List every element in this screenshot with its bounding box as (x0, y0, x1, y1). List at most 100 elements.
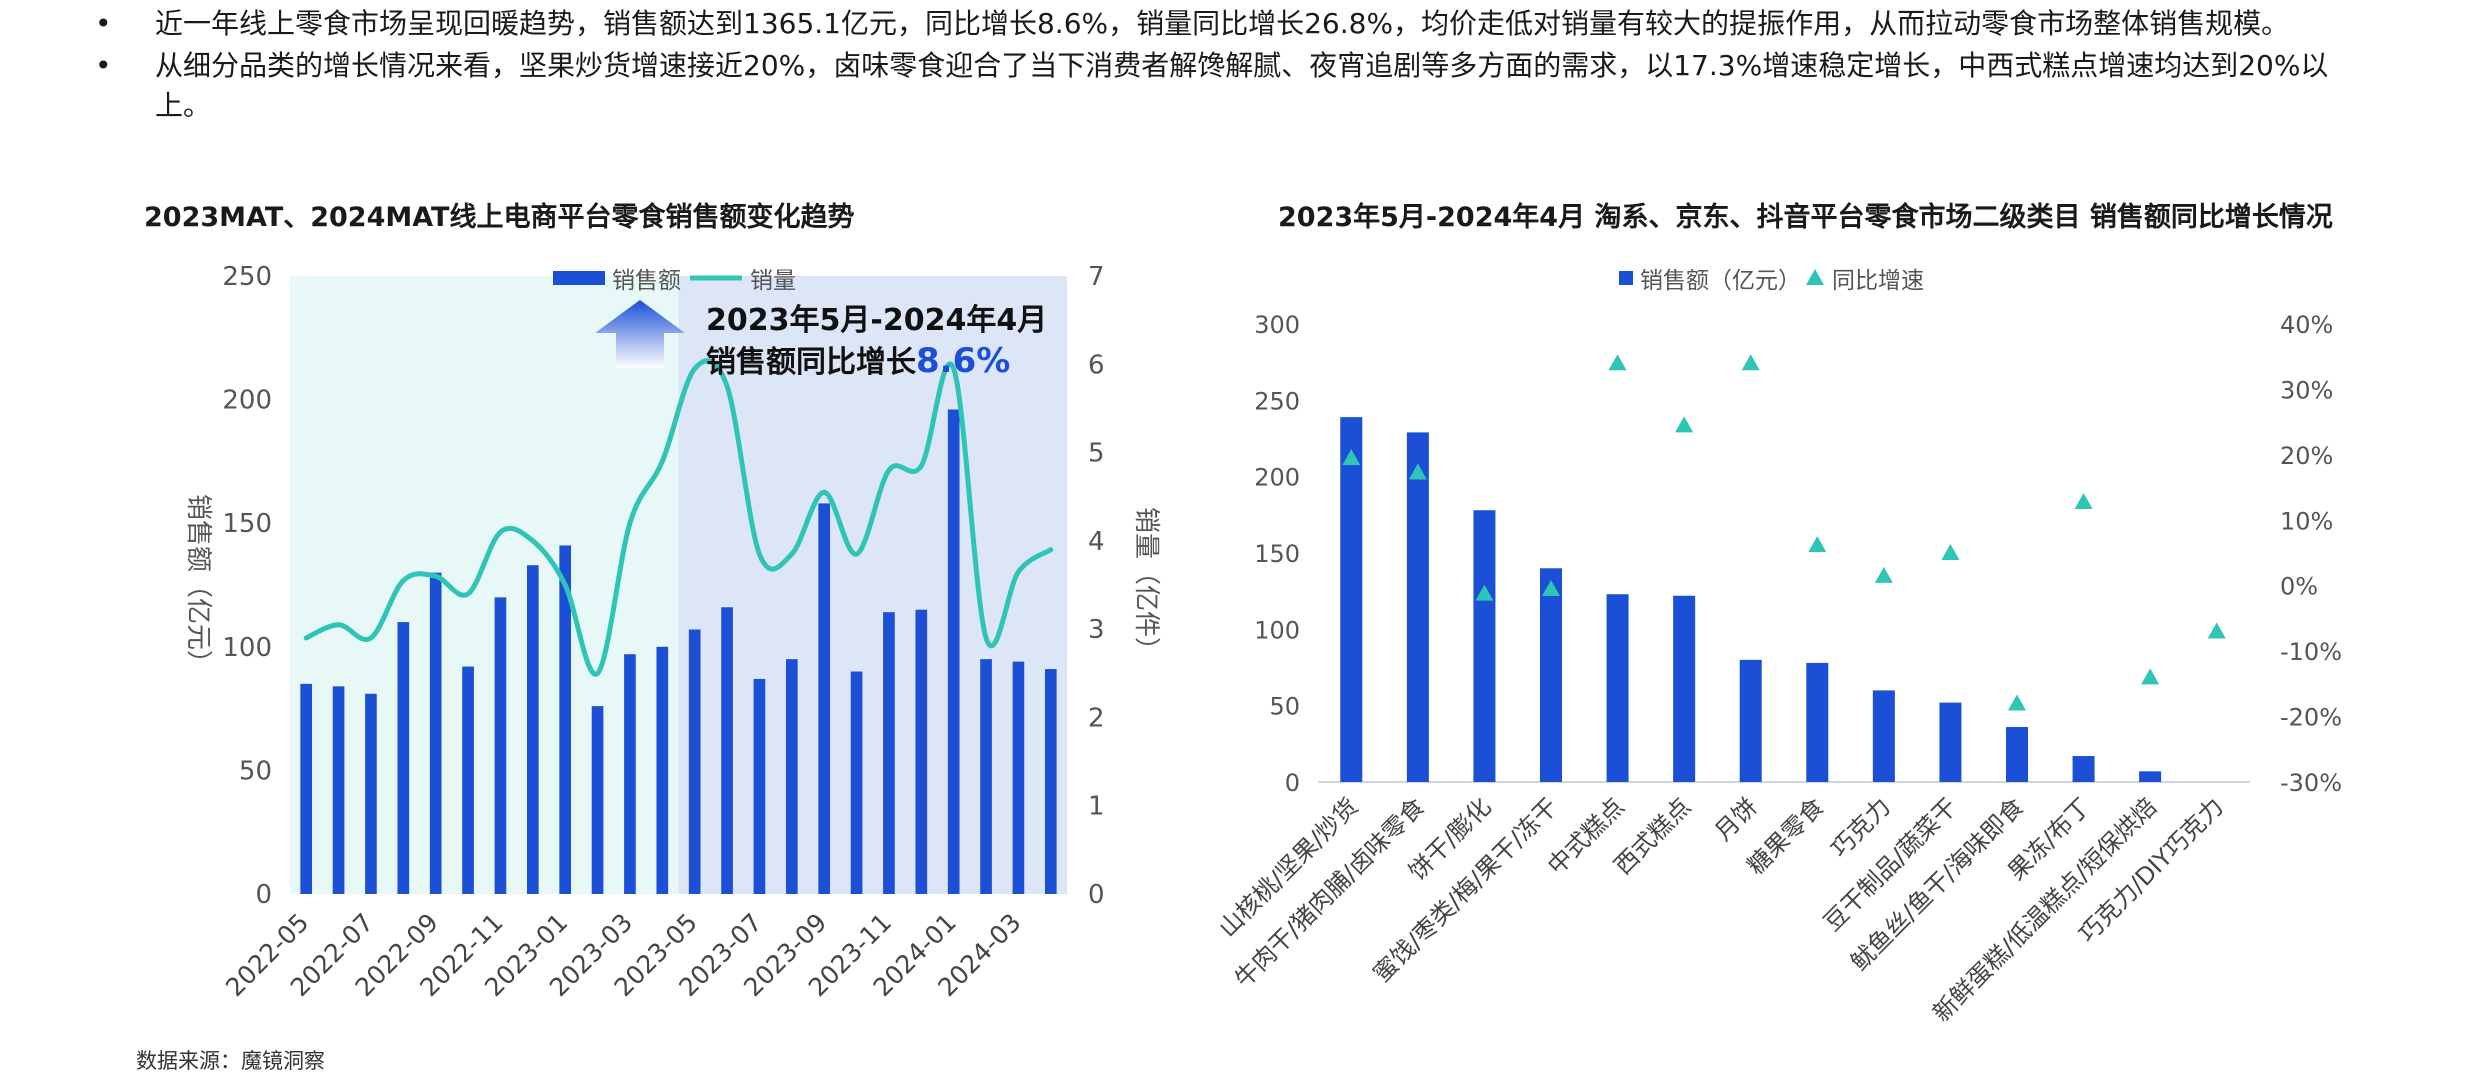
y2-tick-label: 0 (1088, 880, 1105, 910)
marker-growth-rate (1675, 416, 1694, 433)
bar-sales (915, 609, 928, 894)
bar-sales (429, 572, 442, 894)
category-label: 月饼 (1709, 792, 1763, 846)
bar-category-sales (1606, 594, 1629, 782)
bar-category-sales (1939, 702, 1962, 782)
right-chart-title: 2023年5月-2024年4月 淘系、京东、抖音平台零食市场二级类目 销售额同比… (1278, 202, 2333, 233)
y2-tick-label: 5 (1088, 439, 1105, 469)
legend-label-sales: 销售额（亿元） (1640, 268, 1801, 294)
marker-growth-rate (1408, 463, 1427, 480)
bar-sales (300, 683, 313, 894)
bar-sales (397, 622, 410, 894)
left-chart-title: 2023MAT、2024MAT线上电商平台零食销售额变化趋势 (144, 202, 855, 233)
bar-category-sales (1673, 595, 1696, 782)
bar-sales (656, 646, 669, 894)
y2-tick-label: 0% (2280, 573, 2318, 601)
y-tick-label: 50 (239, 756, 272, 786)
y-tick-label: 0 (255, 880, 272, 910)
bar-category-sales (2072, 756, 2095, 782)
y2-tick-label: 2 (1088, 703, 1105, 733)
bar-sales (1044, 669, 1057, 894)
annotation-period: 2023年5月-2024年4月 (706, 303, 1047, 338)
period-shade-2023mat (290, 276, 679, 894)
y-tick-label: 0 (1285, 769, 1300, 797)
bar-sales (462, 666, 474, 894)
summary-bullets: • 近一年线上零食市场呈现回暖趋势，销售额达到1365.1亿元，同比增长8.6%… (95, 4, 2375, 127)
bar-category-sales (1872, 690, 1895, 782)
annotation-growth-value: 8.6% (916, 341, 1010, 381)
bar-sales (980, 659, 992, 894)
bar-sales (591, 706, 604, 894)
y-tick-label: 50 (1269, 693, 1300, 721)
marker-growth-rate (2074, 492, 2093, 509)
y-tick-label: 100 (222, 633, 272, 663)
y-tick-label: 250 (1254, 387, 1300, 415)
legend-label-volume: 销量 (750, 268, 796, 294)
bar-sales (1012, 661, 1025, 894)
marker-growth-rate (1941, 544, 1960, 560)
y2-axis-title: 销量（亿件） (1131, 507, 1161, 663)
y2-tick-label: 3 (1088, 615, 1105, 645)
bullet-text-2: 从细分品类的增长情况来看，坚果炒货增速接近20%，卤味零食迎合了当下消费者解馋解… (155, 48, 2329, 122)
marker-growth-rate (1475, 584, 1494, 601)
y2-tick-label: 10% (2280, 507, 2333, 535)
bar-sales (688, 629, 701, 894)
y-tick-label: 150 (222, 509, 272, 539)
bar-sales (526, 565, 539, 894)
y-tick-label: 150 (1254, 540, 1300, 568)
y2-tick-label: 40% (2280, 311, 2333, 339)
legend-swatch-sales (1619, 271, 1633, 285)
bar-sales (883, 612, 895, 894)
bar-sales (559, 545, 572, 894)
y2-tick-label: 30% (2280, 376, 2333, 404)
bar-sales (332, 686, 345, 894)
bullet-marker: • (95, 7, 112, 40)
bar-sales (818, 503, 831, 894)
marker-growth-rate (2207, 622, 2226, 639)
y2-tick-label: -30% (2280, 769, 2342, 797)
bar-category-sales (1473, 510, 1496, 782)
y-tick-label: 200 (222, 386, 272, 416)
y2-tick-label: -10% (2280, 638, 2342, 666)
marker-growth-rate (1874, 566, 1893, 583)
marker-growth-rate (1808, 536, 1827, 553)
bullet-item-2: • 从细分品类的增长情况来看，坚果炒货增速接近20%，卤味零食迎合了当下消费者解… (95, 46, 2375, 126)
bar-sales (365, 693, 377, 894)
bar-category-sales (1806, 662, 1829, 782)
bar-sales (721, 607, 733, 894)
y-tick-label: 200 (1254, 464, 1300, 492)
y2-tick-label: -20% (2280, 704, 2342, 732)
bar-category-sales (2006, 727, 2028, 782)
bar-sales (624, 654, 636, 894)
y-tick-label: 300 (1254, 311, 1300, 339)
y2-tick-label: 7 (1088, 262, 1105, 292)
growth-arrow-icon (595, 300, 685, 368)
bar-category-sales (1340, 417, 1363, 782)
marker-growth-rate (1608, 354, 1627, 371)
y-tick-label: 250 (222, 262, 272, 292)
line-volume (303, 358, 1054, 677)
y2-tick-label: 6 (1088, 350, 1105, 380)
bar-sales (850, 671, 863, 894)
annotation-growth-label: 销售额同比增长 (706, 345, 916, 380)
period-shade-2024mat (678, 276, 1067, 894)
marker-growth-rate (2008, 694, 2026, 711)
y-axis-title: 销售额（亿元） (183, 494, 213, 676)
bullet-item-1: • 近一年线上零食市场呈现回暖趋势，销售额达到1365.1亿元，同比增长8.6%… (95, 4, 2375, 44)
bar-sales (947, 409, 960, 894)
y-tick-label: 100 (1254, 616, 1300, 644)
marker-growth-rate (2141, 668, 2160, 685)
y2-tick-label: 20% (2280, 442, 2333, 470)
bar-sales (494, 597, 507, 894)
marker-growth-rate (1542, 579, 1560, 596)
bullet-text-1: 近一年线上零食市场呈现回暖趋势，销售额达到1365.1亿元，同比增长8.6%，销… (155, 7, 2290, 40)
annotation-growth: 销售额同比增长8.6% (706, 341, 1010, 381)
y2-tick-label: 4 (1088, 527, 1105, 557)
bar-category-sales (1406, 432, 1429, 782)
marker-growth-rate (1741, 354, 1760, 371)
bar-sales (785, 659, 798, 894)
data-source-note: 数据来源：魔镜洞察 (136, 1049, 325, 1073)
legend-swatch-sales (553, 271, 605, 285)
legend-swatch-growth (1806, 269, 1824, 285)
marker-growth-rate (1342, 449, 1361, 466)
